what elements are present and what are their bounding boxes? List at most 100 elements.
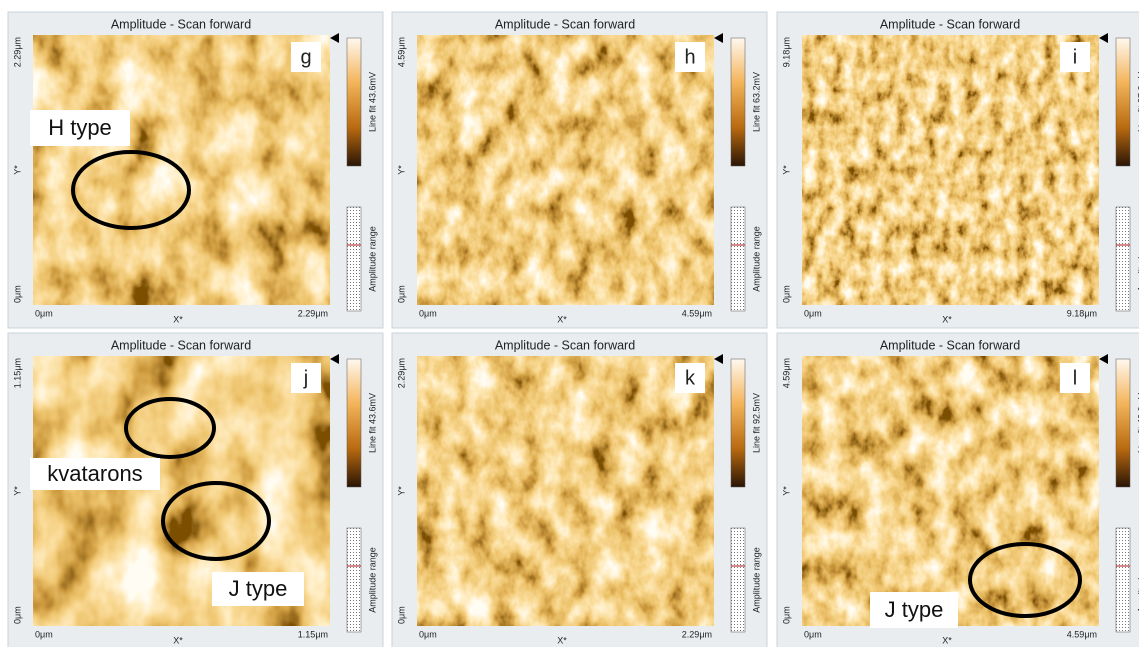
range-label: Amplitude range	[367, 547, 377, 613]
range-box	[346, 527, 362, 633]
annotation-ellipse	[161, 481, 271, 561]
x-max-label: 4.59μm	[1067, 629, 1097, 639]
panel-letter: j	[303, 367, 308, 389]
y-min-label: 0μm	[12, 606, 22, 624]
marker-triangle	[1099, 354, 1108, 364]
colorbar	[1115, 37, 1131, 167]
y-axis-label: Y*	[12, 486, 22, 496]
y-max-label: 9.18μm	[781, 37, 791, 67]
y-min-label: 0μm	[396, 606, 406, 624]
range-label: Amplitude range	[751, 226, 761, 292]
y-axis-label: Y*	[396, 486, 406, 496]
afm-image	[417, 356, 714, 626]
letter-box	[1060, 42, 1090, 72]
panel-letter: k	[685, 367, 696, 389]
letter-box	[675, 42, 705, 72]
marker-triangle	[714, 354, 723, 364]
range-label: Amplitude range	[1136, 547, 1139, 613]
range-box	[1115, 206, 1131, 312]
y-axis-label: Y*	[12, 165, 22, 175]
range-box	[730, 206, 746, 312]
x-min-label: 0μm	[804, 308, 822, 318]
y-axis-label: Y*	[781, 486, 791, 496]
x-axis-label: X*	[557, 314, 567, 324]
panel-title: Amplitude - Scan forward	[495, 338, 635, 352]
marker-triangle	[1099, 33, 1108, 43]
colorbar	[1115, 358, 1131, 488]
panel-title: Amplitude - Scan forward	[880, 338, 1020, 352]
panel: Amplitude - Scan forward l Line fit 40.6mV…	[776, 332, 1139, 647]
colorbar-label: Line fit 43.6mV	[367, 393, 377, 453]
annotation-ellipse	[71, 150, 191, 230]
x-max-label: 4.59μm	[682, 308, 712, 318]
y-min-label: 0μm	[781, 285, 791, 303]
y-axis-label: Y*	[396, 165, 406, 175]
annotation-box	[212, 572, 304, 606]
annotation-ellipse	[968, 542, 1082, 618]
marker-triangle	[330, 354, 339, 364]
panel-title: Amplitude - Scan forward	[495, 17, 635, 31]
x-axis-label: X*	[557, 635, 567, 645]
panel-title: Amplitude - Scan forward	[111, 17, 251, 31]
letter-box	[675, 363, 705, 393]
colorbar	[730, 37, 746, 167]
panel: Amplitude - Scan forward j Line fit 43.6mV…	[7, 332, 384, 647]
range-box	[1115, 527, 1131, 633]
y-max-label: 2.29μm	[12, 37, 22, 67]
x-min-label: 0μm	[419, 308, 437, 318]
panel: Amplitude - Scan forward h Line fit 63.2mV…	[391, 11, 768, 329]
x-axis-label: X*	[173, 635, 183, 645]
x-axis-label: X*	[942, 635, 952, 645]
letter-box	[1060, 363, 1090, 393]
range-box	[730, 527, 746, 633]
marker-triangle	[714, 33, 723, 43]
x-max-label: 1.15μm	[298, 629, 328, 639]
x-max-label: 2.29μm	[298, 308, 328, 318]
annotation-text: J type	[885, 597, 944, 622]
x-min-label: 0μm	[35, 629, 53, 639]
y-min-label: 0μm	[12, 285, 22, 303]
panel-title: Amplitude - Scan forward	[880, 17, 1020, 31]
x-axis-label: X*	[942, 314, 952, 324]
panel-letter: i	[1073, 46, 1077, 68]
colorbar	[730, 358, 746, 488]
marker-triangle	[330, 33, 339, 43]
annotation-box	[30, 110, 130, 146]
range-label: Amplitude range	[1136, 226, 1139, 292]
annotation-box	[30, 458, 160, 490]
colorbar-label: Line fit 43.6mV	[367, 72, 377, 132]
y-max-label: 2.29μm	[396, 358, 406, 388]
panel: Amplitude - Scan forward k Line fit 92.5mV…	[391, 332, 768, 647]
x-min-label: 0μm	[804, 629, 822, 639]
afm-image	[802, 356, 1099, 626]
y-axis-label: Y*	[781, 165, 791, 175]
annotation-text: H type	[48, 115, 112, 140]
annotation-ellipse	[124, 397, 216, 459]
panel-letter: g	[300, 46, 311, 68]
x-max-label: 2.29μm	[682, 629, 712, 639]
letter-box	[291, 42, 321, 72]
annotation-text: kvatarons	[47, 461, 142, 486]
x-min-label: 0μm	[35, 308, 53, 318]
colorbar-label: Line fit 40.6mV	[1136, 393, 1139, 453]
range-box	[346, 206, 362, 312]
y-min-label: 0μm	[781, 606, 791, 624]
colorbar	[346, 358, 362, 488]
afm-image	[417, 35, 714, 305]
y-min-label: 0μm	[396, 285, 406, 303]
colorbar-label: Line fit 63.2mV	[751, 72, 761, 132]
y-max-label: 1.15μm	[12, 358, 22, 388]
annotation-text: J type	[229, 576, 288, 601]
y-max-label: 4.59μm	[396, 37, 406, 67]
colorbar-label: Line fit 37.0mV	[1136, 72, 1139, 132]
range-label: Amplitude range	[367, 226, 377, 292]
letter-box	[291, 363, 321, 393]
annotation-box	[870, 592, 958, 628]
panel: Amplitude - Scan forward i Line fit 37.0mV…	[776, 11, 1139, 329]
colorbar	[346, 37, 362, 167]
panel: Amplitude - Scan forward g Line fit 43.6mV…	[7, 11, 384, 329]
x-max-label: 9.18μm	[1067, 308, 1097, 318]
colorbar-label: Line fit 92.5mV	[751, 393, 761, 453]
x-axis-label: X*	[173, 314, 183, 324]
